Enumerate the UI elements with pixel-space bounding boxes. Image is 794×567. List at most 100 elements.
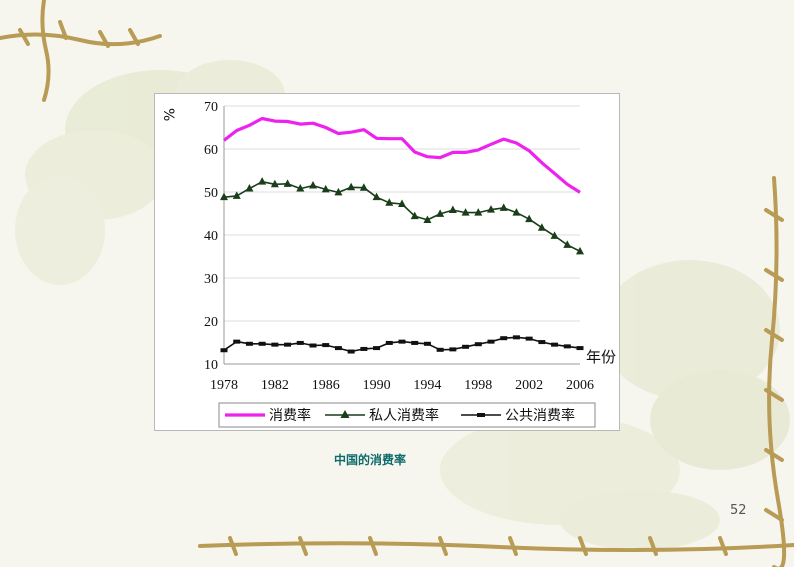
data-point [550,231,559,239]
series-2 [220,177,584,255]
data-point [309,181,317,189]
data-point [551,342,559,347]
y-tick-label: 50 [204,186,218,201]
x-tick-label: 1982 [261,378,289,393]
data-point [576,246,584,255]
data-point [474,342,482,347]
data-point [334,346,342,351]
data-point [360,346,368,351]
data-point [321,184,330,193]
grid-lines [223,105,580,365]
data-point [373,346,381,351]
chart-container: 10 20 30 40 50 60 70 1978 1982 1986 1990 1994 1998 2… [154,93,620,431]
data-point [462,344,470,349]
data-point [525,336,533,341]
data-point [296,340,304,345]
data-point [233,339,241,344]
data-point [563,240,572,248]
data-point [436,209,445,217]
data-point [512,208,521,216]
data-point [258,341,266,346]
series-1 [223,116,581,194]
y-tick-label: 20 [204,315,218,330]
data-point [499,203,508,211]
x-axis: 1978 1982 1986 1990 1994 1998 2002 2006 [210,378,594,393]
y-axis: 10 20 30 40 50 60 70 [204,100,218,373]
page-number: 52 [730,503,747,518]
data-point [537,223,546,231]
legend-marker [340,410,350,418]
y-tick-label: 60 [204,143,218,158]
data-point [271,342,279,347]
data-point [411,340,419,345]
data-point [487,205,495,213]
data-point [461,208,470,216]
data-point [309,343,317,348]
data-point [410,211,419,220]
data-point [284,342,292,347]
data-point [423,341,431,346]
data-point [347,182,356,191]
data-point [398,339,406,344]
legend-marker [477,413,485,417]
data-point [296,184,305,192]
data-point [245,184,254,192]
data-point [398,199,406,208]
data-point [258,177,267,185]
data-point [448,205,457,214]
legend-item: 消费率 [225,407,311,424]
data-point [232,191,241,199]
y-tick-label: 10 [204,358,218,373]
x-tick-label: 1986 [312,378,340,393]
data-point [220,192,228,201]
vine-border-right [764,176,787,567]
data-point [322,343,330,348]
legend-label: 私人消费率 [369,407,439,424]
legend-label: 消费率 [269,407,311,424]
line-chart: 10 20 30 40 50 60 70 1978 1982 1986 1990 1994 1998 2… [160,100,616,428]
data-point [500,336,508,341]
data-point [525,214,534,223]
series-line [223,116,581,194]
series-3 [220,335,584,354]
data-point [220,348,228,353]
data-point [245,341,253,346]
legend-label: 公共消费率 [505,407,575,424]
series-layer [220,116,584,354]
data-point [385,340,393,345]
data-point [385,198,394,206]
y-tick-label: 30 [204,272,218,287]
data-point [538,340,546,345]
data-point [487,339,495,344]
data-point [359,183,368,191]
data-point [512,335,520,340]
y-axis-label: % [160,108,176,121]
data-point [474,208,483,216]
legend: 消费率 私人消费率 公共消费率 [218,402,596,428]
data-point [347,349,355,354]
x-tick-label: 1978 [210,378,238,393]
x-tick-label: 1994 [413,378,441,393]
data-point [334,187,343,196]
data-point [270,179,279,188]
data-point [423,215,432,223]
legend-box [218,402,596,428]
x-tick-label: 2002 [515,378,543,393]
data-point [283,179,292,187]
vine-border-top [0,0,162,102]
background-blossom-right [440,260,790,550]
legend-item: 公共消费率 [461,407,575,424]
data-point [436,347,444,352]
y-tick-label: 70 [204,100,218,115]
x-axis-label: 年份 [586,348,616,366]
data-point [449,347,457,352]
x-tick-label: 1998 [464,378,492,393]
x-tick-label: 2006 [566,378,594,393]
data-point [372,192,381,201]
chart-caption: 中国的消费率 [333,453,406,467]
x-tick-label: 1990 [363,378,391,393]
y-tick-label: 40 [204,229,218,244]
data-point [576,346,584,351]
legend-item: 私人消费率 [325,407,439,424]
